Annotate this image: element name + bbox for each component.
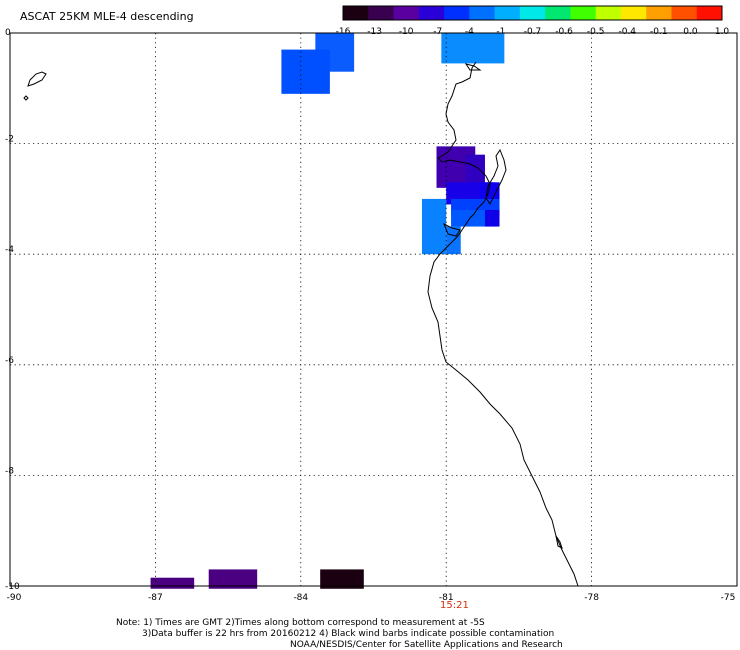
colorbar-frame (342, 5, 723, 21)
colorbar (342, 5, 723, 21)
time-label: 15:21 (440, 600, 469, 611)
colorbar-swatch (671, 6, 698, 20)
colorbar-swatch (570, 6, 597, 20)
note-line-1: Note: 1) Times are GMT 2)Times along bot… (116, 618, 485, 628)
graticule (10, 33, 737, 586)
colorbar-swatch (696, 6, 723, 20)
colorbar-swatch (620, 6, 647, 20)
colorbar-swatch (494, 6, 521, 20)
y-tick-label: 0 (5, 28, 11, 38)
wind-cell (451, 209, 495, 227)
x-axis-labels: -90 -87 -84 -81 -78 -75 (7, 593, 736, 603)
colorbar-label: -1 (496, 27, 505, 37)
wind-cell (484, 209, 500, 227)
y-tick-label: -6 (5, 356, 14, 366)
colorbar-swatch (343, 6, 369, 20)
colorbar-label: -16 (336, 27, 351, 37)
x-tick-label: -87 (148, 593, 163, 603)
wind-cell (281, 49, 330, 94)
x-tick-label: -90 (7, 593, 22, 603)
y-tick-label: -8 (5, 466, 14, 476)
colorbar-swatch (519, 6, 546, 20)
colorbar-label: -4 (465, 27, 474, 37)
colorbar-labels: -16 -13 -10 -7 -4 -1 -0.7 -0.6 -0.5 -0.4 -0.1 0.0 1.… (336, 27, 730, 37)
plot-frame (9, 32, 738, 587)
wind-cell (441, 33, 505, 64)
coastline (23, 61, 579, 587)
colorbar-swatch (418, 6, 445, 20)
colorbar-label: -7 (433, 27, 442, 37)
colorbar-swatch (393, 6, 420, 20)
colorbar-swatch (646, 6, 672, 20)
y-axis-labels: 0 -2 -4 -6 -8 -10 (5, 28, 20, 592)
y-tick-label: -4 (5, 245, 14, 255)
wind-cell (208, 569, 258, 589)
note-line-2: 3)Data buffer is 22 hrs from 20160212 4)… (142, 629, 554, 639)
x-tick-label: -81 (439, 593, 454, 603)
colorbar-swatch (368, 6, 395, 20)
x-tick-label: -84 (293, 593, 308, 603)
x-tick-label: -75 (721, 593, 736, 603)
colorbar-label: -13 (367, 27, 382, 37)
x-tick-label: -78 (584, 593, 599, 603)
colorbar-label: -0.4 (618, 27, 636, 37)
colorbar-swatch (469, 6, 496, 20)
colorbar-swatch (444, 6, 470, 20)
wind-cell (320, 569, 364, 589)
colorbar-label: -10 (399, 27, 414, 37)
y-tick-label: -2 (5, 135, 14, 145)
colorbar-label: -0.5 (587, 27, 605, 37)
colorbar-label: -0.6 (555, 27, 573, 37)
wind-cells (150, 33, 505, 589)
wind-cell (150, 577, 195, 589)
y-tick-label: -10 (5, 582, 20, 592)
colorbar-label: -0.7 (524, 27, 542, 37)
colorbar-label: 0.0 (683, 27, 698, 37)
map-title: ASCAT 25KM MLE-4 descending (20, 10, 194, 23)
note-line-3: NOAA/NESDIS/Center for Satellite Applica… (290, 640, 563, 650)
colorbar-swatch (595, 6, 622, 20)
colorbar-label: -0.1 (650, 27, 668, 37)
wind-cell (421, 198, 447, 255)
wind-cell (465, 154, 485, 188)
colorbar-swatch (545, 6, 571, 20)
colorbar-label: 1.0 (715, 27, 730, 37)
